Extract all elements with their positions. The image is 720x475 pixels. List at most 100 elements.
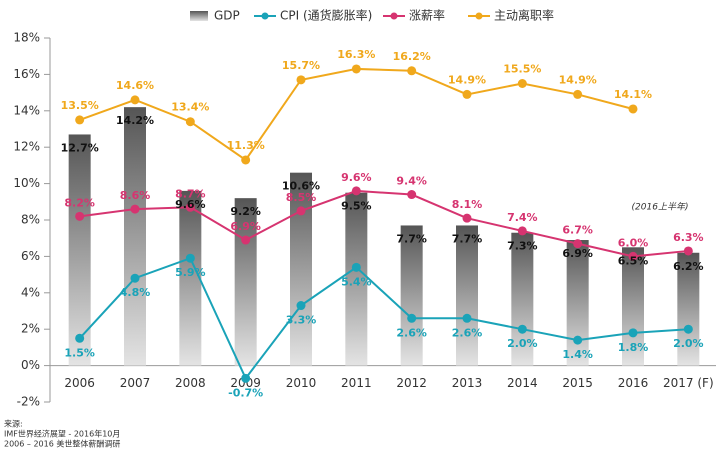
point [683,246,693,256]
bar [456,225,478,366]
point [241,373,251,383]
source-line: 来源: [4,420,23,429]
bar [511,232,534,366]
data-label: 14.6% [116,79,154,92]
legend-swatch [390,12,398,20]
point [185,253,195,263]
point [241,155,251,165]
legend-swatch [261,12,269,20]
data-label: 6.9% [562,247,593,260]
data-label: 2.6% [452,326,483,339]
point [462,213,472,223]
x-tick-label: 2012 [396,376,427,390]
y-tick-label: 10% [13,176,40,190]
data-label: 8.2% [64,196,95,209]
y-tick-label: 6% [21,249,40,263]
point [351,262,361,272]
x-tick-label: 2015 [562,376,593,390]
point [573,239,583,249]
point [296,301,306,311]
data-label: 7.4% [507,211,538,224]
legend-label: 主动离职率 [494,8,554,23]
data-label: 9.4% [396,175,427,188]
data-label: 8.7% [175,187,206,200]
data-label: 8.5% [286,191,317,204]
data-label: 6.5% [618,254,649,267]
bar [124,107,146,366]
bar [400,225,423,366]
point [407,190,417,200]
x-tick-label: 2006 [64,376,95,390]
y-tick-label: 18% [13,31,40,45]
legend-swatch [190,11,208,21]
y-tick-label: 14% [13,103,40,117]
point [573,335,583,345]
point [517,79,527,88]
data-label: 7.7% [452,232,483,245]
annotation: (2016上半年) [632,202,689,213]
point [462,89,472,99]
point [296,75,306,85]
x-tick-label: 2017 (F) [663,376,714,390]
bar [566,240,589,366]
y-tick-label: 8% [21,213,40,227]
data-label: 1.5% [64,346,95,359]
point [628,328,638,338]
data-label: 6.7% [562,224,593,237]
x-tick-label: 2010 [286,376,317,390]
data-label: 14.9% [559,73,597,86]
point [296,206,306,216]
data-label: 14.9% [448,73,486,86]
x-tick-label: 2008 [175,376,206,390]
source-line: IMF世界经济展望 - 2016年10月 [4,429,120,439]
x-tick-label: 2014 [507,376,538,390]
data-label: 9.6% [175,198,206,211]
data-label: 8.1% [452,198,483,211]
data-label: 12.7% [61,141,99,154]
point [241,235,251,245]
data-label: 14.2% [116,114,154,127]
y-tick-label: 2% [21,322,40,336]
bar [290,172,312,366]
data-label: 1.4% [562,348,593,361]
point [628,104,638,114]
data-label: 13.5% [61,99,99,112]
y-tick-label: 12% [13,140,40,154]
legend-label: GDP [214,9,240,23]
point [573,89,583,99]
data-label: 8.6% [120,189,151,202]
data-label: 1.8% [618,341,649,354]
legend-label: CPI (通货膨胀率) [280,8,372,23]
y-tick-label: -2% [17,395,40,409]
data-label: 15.5% [503,63,541,76]
bar [345,192,368,366]
point [130,273,140,283]
data-label: 14.1% [614,88,652,101]
data-label: 16.2% [393,50,431,63]
point [75,333,85,343]
x-tick-label: 2007 [120,376,151,390]
point [407,66,417,76]
point [462,313,472,323]
data-label: 7.3% [507,240,538,253]
data-label: 9.5% [341,200,372,213]
data-label: 6.9% [230,220,261,233]
data-label: 9.6% [341,171,372,184]
point [351,186,361,196]
x-tick-label: 2016 [618,376,649,390]
legend-label: 涨薪率 [409,8,445,23]
data-label: 16.3% [337,48,375,61]
data-label: 6.3% [673,231,704,244]
y-tick-label: 16% [13,67,40,81]
point [407,313,417,323]
point [351,64,361,74]
data-label: 6.0% [618,236,649,249]
point [517,226,527,236]
y-tick-label: 0% [21,358,40,372]
data-label: 6.2% [673,260,704,273]
data-label: 15.7% [282,59,320,72]
data-label: 2.6% [396,326,427,339]
data-label: 11.3% [227,139,265,152]
data-label: 13.4% [171,101,209,114]
